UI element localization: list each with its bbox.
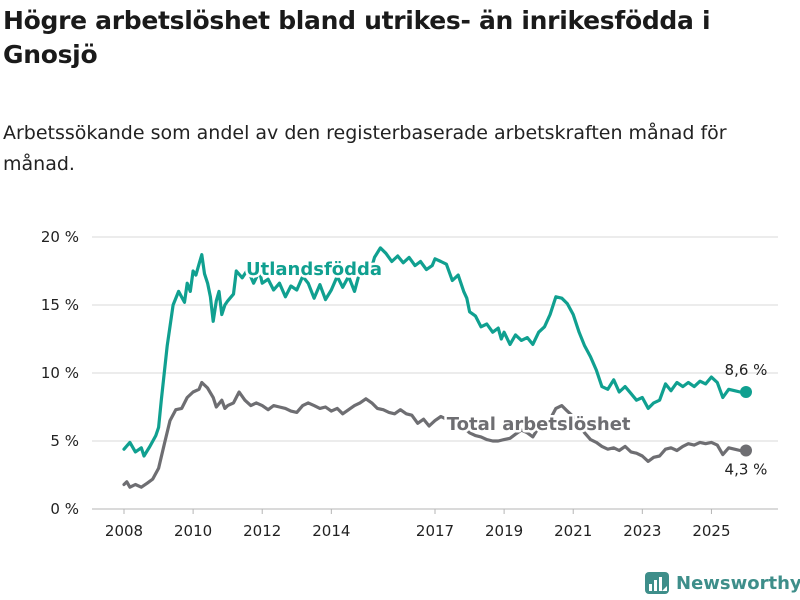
end-point-marker [740, 444, 752, 457]
brand-logo[interactable]: Newsworthy [644, 568, 800, 598]
x-tick-label: 2019 [485, 522, 523, 540]
y-tick-label: 5 % [50, 432, 79, 450]
y-tick-label: 10 % [41, 364, 79, 382]
series-line-total-arbetslöshet [122, 380, 748, 489]
chart-title: Högre arbetslöshet bland utrikes- än inr… [3, 6, 711, 69]
x-tick-label: 2014 [312, 522, 350, 540]
series-label: Total arbetslöshet [447, 414, 631, 435]
chart-subtitle: Arbetssökande som andel av den registerb… [3, 122, 727, 175]
y-tick-label: 0 % [50, 500, 79, 518]
series-lines [122, 246, 748, 489]
axes: 0 % 5 % 10 % 15 % 20 % 2008 2010 2012 2014 2017 20… [41, 228, 731, 540]
y-tick-label: 20 % [41, 228, 79, 246]
x-tick-label: 2025 [692, 522, 730, 540]
y-tick-label: 15 % [41, 296, 79, 314]
series-label-halo: Total arbetslöshet [447, 414, 631, 435]
end-value-label: 8,6 % [725, 361, 768, 379]
x-tick-label: 2021 [554, 522, 592, 540]
grid-lines [92, 236, 778, 510]
end-point-marker [740, 386, 752, 399]
x-tick-label: 2017 [416, 522, 454, 540]
x-tick-label: 2012 [243, 522, 281, 540]
series-label-halo: Utlandsfödda [246, 259, 382, 280]
x-tick-label: 2008 [105, 522, 143, 540]
x-tick-label: 2023 [623, 522, 661, 540]
x-tick-label: 2010 [174, 522, 212, 540]
series-line-utlandsfödda [122, 246, 748, 458]
series-label: Utlandsfödda [246, 259, 382, 280]
brand-name: Newsworthy [676, 572, 800, 594]
end-value-label: 4,3 % [725, 461, 768, 479]
newsworthy-logo-icon [645, 572, 669, 594]
